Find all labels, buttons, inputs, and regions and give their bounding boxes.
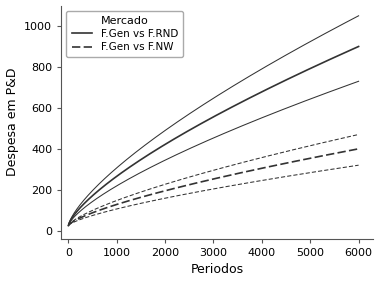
F.Gen vs F.NW xyxy=(181,184,186,188)
F.Gen vs F.NW xyxy=(161,190,165,193)
Y-axis label: Despesa em P&D: Despesa em P&D xyxy=(6,68,19,177)
Line: F.Gen vs F.NW: F.Gen vs F.NW xyxy=(68,149,359,226)
F.Gen vs F.NW xyxy=(101,207,106,211)
F.Gen vs F.RND xyxy=(356,45,361,48)
F.Gen vs F.RND xyxy=(181,132,186,135)
F.Gen vs F.RND xyxy=(101,185,106,188)
Legend: F.Gen vs F.RND, F.Gen vs F.NW: F.Gen vs F.RND, F.Gen vs F.NW xyxy=(66,11,183,58)
F.Gen vs F.NW xyxy=(276,163,280,167)
F.Gen vs F.RND xyxy=(161,144,165,147)
F.Gen vs F.NW xyxy=(356,147,361,151)
F.Gen vs F.RND xyxy=(277,81,282,85)
F.Gen vs F.NW xyxy=(249,169,253,172)
F.Gen vs F.NW xyxy=(66,224,70,227)
F.Gen vs F.NW xyxy=(277,163,282,166)
F.Gen vs F.RND xyxy=(276,82,280,86)
Line: F.Gen vs F.RND: F.Gen vs F.RND xyxy=(68,47,359,226)
F.Gen vs F.RND xyxy=(249,96,253,99)
F.Gen vs F.RND xyxy=(66,224,70,227)
X-axis label: Periodos: Periodos xyxy=(191,263,244,276)
